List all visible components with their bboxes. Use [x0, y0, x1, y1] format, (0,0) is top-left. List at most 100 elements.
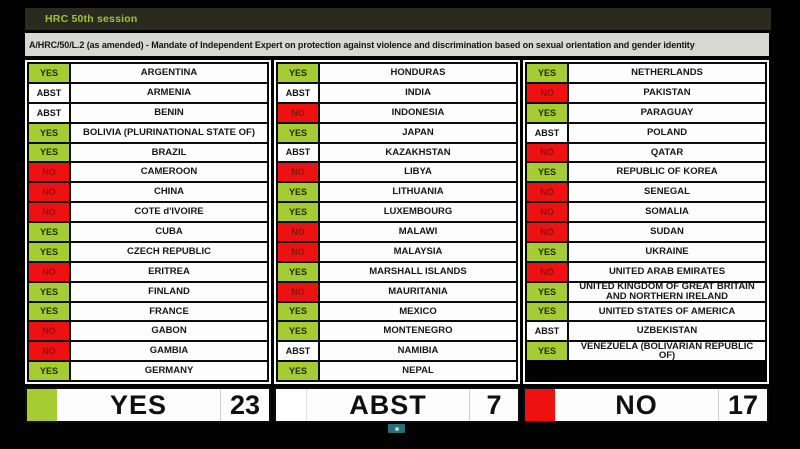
vote-badge: YES	[29, 64, 71, 82]
vote-badge: ABST	[29, 103, 71, 122]
vote-column-2: YES HONDURAS ABST INDIA NO INDONESIA YES JAPAN A…	[274, 60, 520, 384]
vote-badge: NO	[278, 163, 320, 182]
resolution-title: A/HRC/50/L.2 (as amended) - Mandate of I…	[29, 39, 695, 50]
country-name: UNITED STATES OF AMERICA	[598, 305, 736, 317]
country-name: CHINA	[153, 186, 185, 198]
country-name: NAMIBIA	[397, 345, 439, 357]
vote-badge: YES	[527, 342, 569, 361]
vote-row: NO GAMBIA	[27, 340, 269, 363]
vote-badge: ABST	[527, 322, 569, 341]
abst-color-swatch	[276, 389, 307, 421]
country-name: ARMENIA	[146, 86, 192, 98]
vote-row: YES JAPAN	[276, 121, 518, 144]
country-name: LITHUANIA	[392, 186, 444, 198]
country-name: UNITED KINGDOM OF GREAT BRITAIN AND NORT…	[579, 282, 755, 301]
vote-row: YES PARAGUAY	[525, 101, 767, 124]
vote-row: ABST KAZAKHSTAN	[276, 141, 518, 164]
summary-yes-count: 23	[220, 389, 269, 421]
country-name: MAURITANIA	[388, 285, 448, 297]
country-name: KAZAKHSTAN	[385, 146, 451, 158]
vote-badge: NO	[29, 203, 71, 221]
vote-badge: YES	[29, 123, 71, 142]
vote-column-3: YES NETHERLANDS NO PAKISTAN YES PARAGUAY ABST P…	[523, 60, 769, 384]
vote-badge: YES	[278, 302, 320, 321]
vote-row: NO COTE d'IVOIRE	[27, 201, 269, 223]
vote-row: YES UKRAINE	[525, 240, 767, 263]
vote-badge: YES	[527, 282, 569, 301]
country-name: UKRAINE	[645, 245, 689, 257]
vote-badge: NO	[29, 163, 71, 182]
summary-no-count: 17	[718, 389, 767, 421]
country-name: CUBA	[155, 226, 183, 238]
vote-badge: NO	[29, 262, 71, 281]
vote-badge: NO	[278, 103, 320, 122]
summary-yes: YES 23	[25, 387, 271, 423]
vote-row: NO SOMALIA	[525, 201, 767, 223]
vote-row: NO LIBYA	[276, 161, 518, 184]
country-name: INDIA	[405, 86, 431, 98]
summary-abst-label: ABST	[349, 389, 427, 420]
country-name: GAMBIA	[149, 345, 189, 357]
country-name: LUXEMBOURG	[383, 206, 453, 218]
video-overlay-icon	[388, 424, 405, 433]
vote-row: YES CZECH REPUBLIC	[27, 240, 269, 263]
vote-badge: ABST	[278, 342, 320, 361]
empty-row	[525, 360, 767, 382]
country-name: PAKISTAN	[643, 86, 691, 98]
country-name: CZECH REPUBLIC	[127, 245, 211, 257]
summary-yes-label: YES	[109, 389, 168, 420]
vote-row: YES REPUBLIC OF KOREA	[525, 161, 767, 184]
vote-row: NO MALAWI	[276, 221, 518, 243]
vote-row: NO INDONESIA	[276, 101, 518, 124]
vote-table: YES ARGENTINA ABST ARMENIA ABST BENIN YES BOLIV…	[25, 60, 769, 384]
country-name: QATAR	[650, 146, 684, 158]
vote-row: ABST UZBEKISTAN	[525, 320, 767, 343]
vote-row: YES BRAZIL	[27, 141, 269, 164]
country-name: GABON	[151, 325, 187, 337]
vote-badge: YES	[278, 203, 320, 221]
overlay-dot-icon	[394, 426, 399, 431]
country-name: VENEZUELA (BOLIVARIAN REPUBLIC OF)	[580, 342, 754, 361]
vote-row: YES BOLIVIA (PLURINATIONAL STATE OF)	[27, 121, 269, 144]
vote-column-1: YES ARGENTINA ABST ARMENIA ABST BENIN YES BOLIV…	[25, 60, 271, 384]
vote-badge: NO	[29, 322, 71, 341]
vote-row: YES CUBA	[27, 221, 269, 243]
vote-row: YES MARSHALL ISLANDS	[276, 260, 518, 283]
vote-badge: YES	[278, 123, 320, 142]
vote-row: YES FRANCE	[27, 300, 269, 323]
vote-badge: NO	[527, 223, 569, 241]
session-title: HRC 50th session	[45, 13, 138, 25]
country-name: MARSHALL ISLANDS	[369, 265, 467, 277]
country-name: BOLIVIA (PLURINATIONAL STATE OF)	[82, 126, 256, 138]
vote-badge: YES	[29, 242, 71, 261]
vote-row: YES NEPAL	[276, 360, 518, 382]
vote-badge: YES	[29, 302, 71, 321]
vote-row: NO MALAYSIA	[276, 240, 518, 263]
country-name: ERITREA	[148, 265, 190, 277]
country-name: HONDURAS	[390, 67, 446, 79]
vote-row: YES ARGENTINA	[27, 62, 269, 84]
vote-row: ABST NAMIBIA	[276, 340, 518, 363]
country-name: MEXICO	[399, 305, 437, 317]
vote-badge: YES	[278, 322, 320, 341]
vote-row: NO CHINA	[27, 181, 269, 204]
country-name: UNITED ARAB EMIRATES	[608, 265, 726, 277]
vote-badge: YES	[29, 143, 71, 162]
country-name: GERMANY	[144, 365, 194, 377]
vote-badge: YES	[29, 223, 71, 241]
country-name: BENIN	[154, 106, 184, 118]
vote-row: NO PAKISTAN	[525, 81, 767, 104]
country-name: COTE d'IVOIRE	[134, 206, 204, 218]
country-name: ARGENTINA	[140, 67, 198, 79]
vote-badge: YES	[29, 362, 71, 380]
vote-row: YES UNITED STATES OF AMERICA	[525, 300, 767, 323]
vote-badge: YES	[278, 262, 320, 281]
vote-row: YES MEXICO	[276, 300, 518, 323]
vote-row: NO ERITREA	[27, 260, 269, 283]
country-name: LIBYA	[404, 166, 432, 178]
session-header-bar: HRC 50th session	[25, 8, 771, 30]
summary-abst: ABST 7	[274, 387, 520, 423]
summary-no-label: NO	[615, 389, 658, 420]
vote-badge: NO	[278, 223, 320, 241]
